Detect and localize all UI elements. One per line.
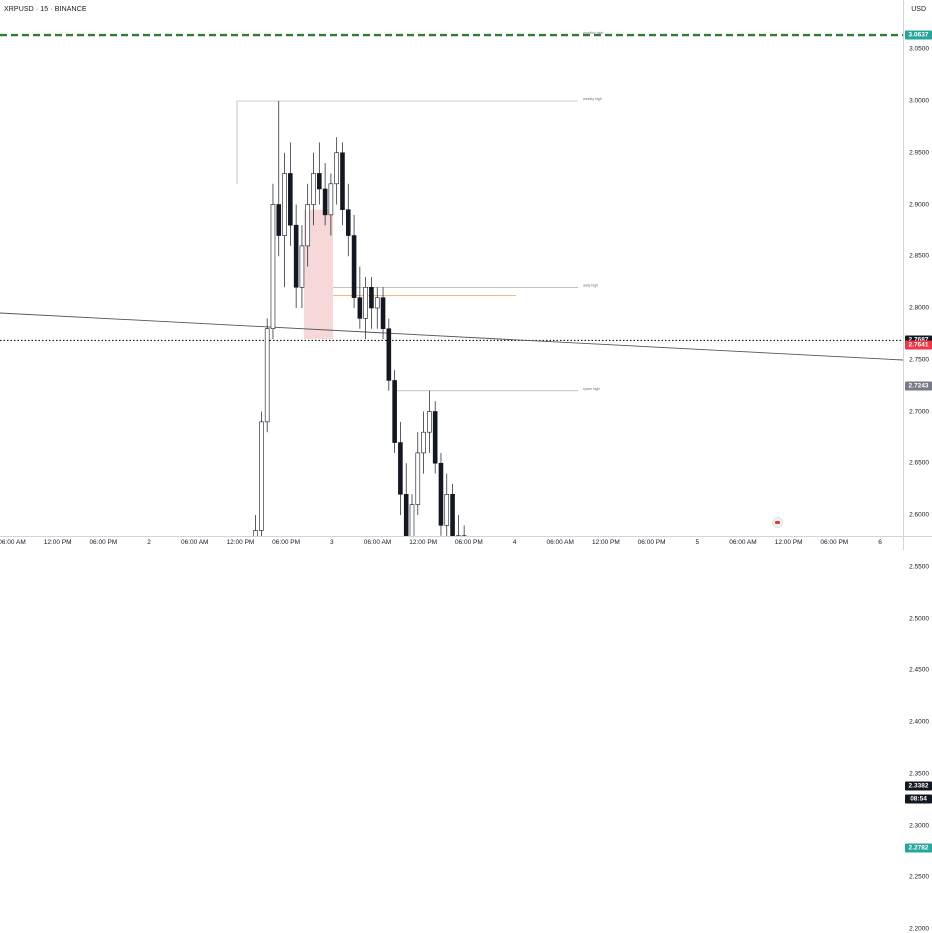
candle-down: [358, 298, 362, 319]
candle-up: [312, 173, 316, 204]
candle-down: [340, 153, 344, 210]
time-tick: 06:00 AM: [729, 539, 756, 546]
price-tick: 2.8500: [909, 253, 929, 260]
candle-down: [294, 225, 298, 287]
price-tick: 2.3000: [909, 822, 929, 829]
candle-down: [352, 236, 356, 298]
candle-down: [433, 412, 437, 464]
price-tick: 2.2500: [909, 874, 929, 881]
time-tick: 12:00 PM: [775, 539, 803, 546]
time-tick: 06:00 AM: [0, 539, 26, 546]
price-tick: 3.0500: [909, 46, 929, 53]
candle-up: [422, 432, 426, 453]
candle-down: [393, 380, 397, 442]
price-tick: 2.3500: [909, 770, 929, 777]
time-tick: 12:00 PM: [409, 539, 437, 546]
price-badge: 2.2782: [905, 844, 932, 853]
price-tick: 2.7500: [909, 356, 929, 363]
price-tick: 3.1000: [909, 0, 929, 1]
price-badge: 3.0637: [905, 31, 932, 40]
price-tick: 2.7000: [909, 408, 929, 415]
price-tick: 2.4500: [909, 667, 929, 674]
time-tick: 06:00 AM: [546, 539, 573, 546]
level-label: monthly high: [583, 31, 603, 35]
candle-up: [271, 205, 275, 329]
candle-down: [404, 494, 408, 536]
time-tick: 2: [147, 539, 151, 546]
candle-up: [329, 184, 333, 215]
candle-down: [323, 189, 327, 215]
time-tick: 4: [513, 539, 517, 546]
symbol-title[interactable]: XRPUSD · 15 · BINANCE: [4, 6, 87, 13]
candles-layer: [0, 101, 903, 536]
candle-down: [346, 210, 350, 236]
candle-down: [451, 494, 455, 536]
price-tick: 2.6500: [909, 460, 929, 467]
tradingview-logo-icon[interactable]: [772, 517, 783, 528]
candle-up: [259, 422, 263, 531]
candle-down: [381, 298, 385, 329]
candle-up: [283, 173, 287, 235]
time-tick: 3: [330, 539, 334, 546]
time-tick: 06:00 PM: [89, 539, 117, 546]
candle-up: [306, 205, 310, 246]
candle-up: [300, 246, 304, 287]
candle-down: [439, 463, 443, 525]
candle-down: [277, 205, 281, 236]
candle-up: [445, 494, 449, 525]
price-tick: 3.0000: [909, 98, 929, 105]
currency-label: USD: [911, 6, 926, 13]
time-tick: 06:00 AM: [181, 539, 208, 546]
price-tick: 2.9000: [909, 201, 929, 208]
candle-down: [317, 173, 321, 189]
time-tick: 12:00 PM: [44, 539, 72, 546]
time-axis[interactable]: 06:00 AM 12:00 PM 06:00 PM 2 06:00 AM 12:00 P…: [0, 536, 903, 550]
time-tick: 6: [878, 539, 882, 546]
candle-up: [364, 287, 368, 318]
candle-down: [288, 173, 292, 225]
time-tick: 06:00 PM: [638, 539, 666, 546]
price-badge: 2.3382: [905, 781, 932, 790]
time-tick: 06:00 PM: [820, 539, 848, 546]
time-tick: 5: [695, 539, 699, 546]
candle-up: [416, 453, 420, 505]
price-tick: 2.6000: [909, 512, 929, 519]
candle-down: [369, 287, 373, 308]
candle-up: [335, 153, 339, 184]
level-label: nyam high: [583, 387, 600, 391]
price-tick: 2.9500: [909, 149, 929, 156]
trendline: [0, 313, 903, 360]
candle-down: [398, 443, 402, 495]
price-tick: 2.4000: [909, 719, 929, 726]
time-tick: 12:00 PM: [592, 539, 620, 546]
candle-up: [410, 505, 414, 536]
time-tick: 06:00 AM: [364, 539, 391, 546]
price-axis[interactable]: USD 3.15003.10003.05003.00002.95002.9000…: [903, 0, 932, 536]
level-label: daily high: [583, 283, 598, 287]
chart-pane[interactable]: monthly high weekly high daily high nyam hi…: [0, 0, 903, 536]
price-badge: 2.7641: [905, 341, 932, 350]
price-tick: 2.2000: [909, 926, 929, 933]
candle-up: [265, 329, 269, 422]
price-tick: 2.5000: [909, 615, 929, 622]
time-tick: 06:00 PM: [272, 539, 300, 546]
price-badge: 08:54: [905, 794, 932, 803]
levels-layer: monthly high weekly high daily high nyam hi…: [0, 31, 903, 536]
price-chart[interactable]: monthly high weekly high daily high nyam hi…: [0, 0, 903, 536]
candle-up: [427, 412, 431, 433]
level-label: weekly high: [583, 97, 602, 101]
time-tick: 12:00 PM: [226, 539, 254, 546]
price-tick: 2.5500: [909, 563, 929, 570]
time-tick: 06:00 PM: [455, 539, 483, 546]
price-tick: 2.8000: [909, 305, 929, 312]
axis-corner: [903, 536, 932, 550]
candle-down: [387, 329, 391, 381]
zones-layer: [0, 210, 903, 536]
price-badge: 2.7243: [905, 382, 932, 391]
candle-up: [375, 298, 379, 308]
